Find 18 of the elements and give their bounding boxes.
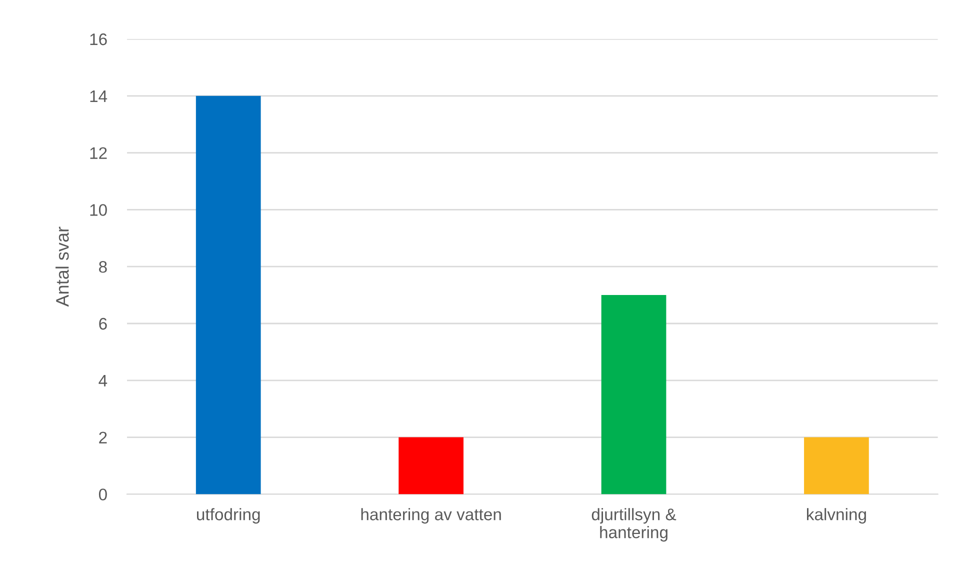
y-tick-label: 12 <box>90 147 107 159</box>
x-tick-label: utfodring <box>197 508 260 524</box>
x-tick-label: kalvning <box>807 508 866 524</box>
bar <box>804 437 869 494</box>
y-tick-label: 4 <box>98 374 108 386</box>
x-tick-label: djurtillsyn & hantering <box>592 508 676 542</box>
bar <box>196 96 261 494</box>
y-tick-label: 16 <box>90 33 107 46</box>
y-tick-label: 14 <box>90 90 108 102</box>
y-tick-label: 0 <box>98 488 107 500</box>
bar <box>398 437 464 494</box>
y-tick-label: 8 <box>99 261 107 273</box>
y-tick-label: 10 <box>90 204 107 216</box>
y-tick-label: 6 <box>99 318 107 330</box>
y-tick-label: 2 <box>99 432 107 444</box>
y-axis-title: Antal svar <box>56 226 69 307</box>
bar <box>601 295 666 494</box>
x-tick-label: hantering av vatten <box>361 508 501 524</box>
